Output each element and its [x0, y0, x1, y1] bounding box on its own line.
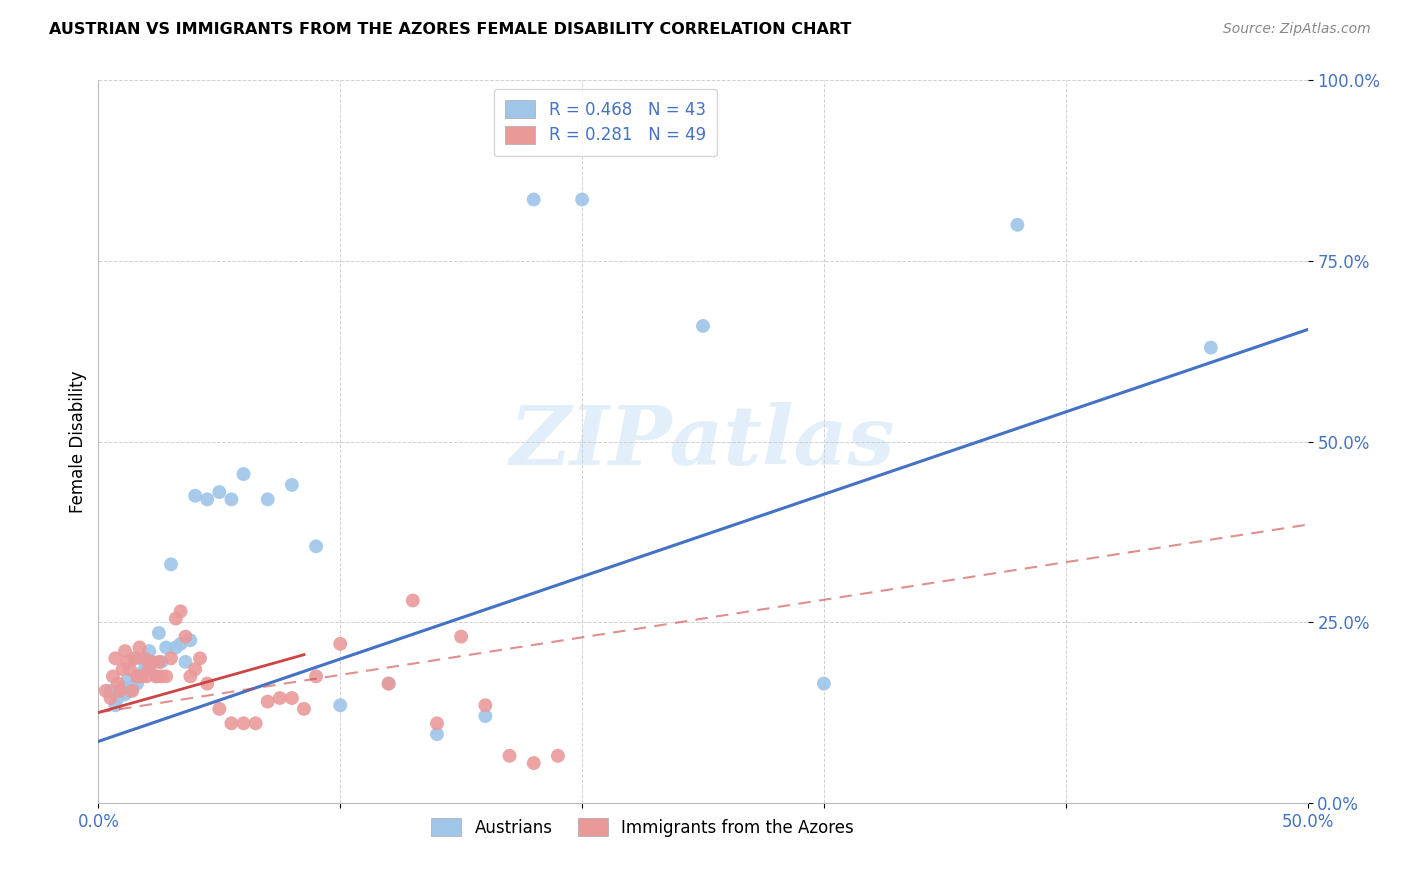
Point	[692, 318, 714, 333]
Point	[121, 683, 143, 698]
Point	[138, 644, 160, 658]
Point	[426, 727, 449, 741]
Point	[124, 651, 146, 665]
Point	[148, 626, 170, 640]
Point	[141, 655, 163, 669]
Point	[245, 716, 267, 731]
Point	[128, 640, 150, 655]
Point	[111, 662, 134, 676]
Point	[281, 478, 304, 492]
Point	[450, 630, 472, 644]
Point	[150, 655, 173, 669]
Point	[131, 669, 153, 683]
Point	[107, 691, 129, 706]
Point	[150, 669, 173, 683]
Point	[377, 676, 399, 690]
Point	[145, 669, 167, 683]
Point	[131, 665, 153, 680]
Point	[148, 655, 170, 669]
Point	[107, 676, 129, 690]
Point	[232, 716, 254, 731]
Point	[269, 691, 291, 706]
Point	[127, 669, 149, 683]
Point	[571, 193, 593, 207]
Point	[474, 709, 496, 723]
Point	[111, 680, 134, 694]
Point	[117, 673, 139, 687]
Point	[174, 655, 197, 669]
Point	[221, 492, 243, 507]
Legend: Austrians, Immigrants from the Azores: Austrians, Immigrants from the Azores	[419, 806, 866, 848]
Point	[100, 683, 122, 698]
Point	[155, 669, 177, 683]
Point	[174, 630, 197, 644]
Point	[184, 489, 207, 503]
Point	[188, 651, 211, 665]
Point	[402, 593, 425, 607]
Point	[145, 669, 167, 683]
Point	[256, 492, 278, 507]
Point	[134, 651, 156, 665]
Point	[329, 698, 352, 713]
Point	[426, 716, 449, 731]
Point	[813, 676, 835, 690]
Point	[169, 637, 191, 651]
Point	[221, 716, 243, 731]
Point	[118, 683, 141, 698]
Point	[498, 748, 520, 763]
Point	[523, 193, 546, 207]
Point	[1007, 218, 1029, 232]
Point	[474, 698, 496, 713]
Point	[329, 637, 352, 651]
Point	[169, 604, 191, 618]
Point	[101, 669, 124, 683]
Point	[195, 676, 218, 690]
Point	[1199, 341, 1222, 355]
Point	[100, 691, 122, 706]
Point	[377, 676, 399, 690]
Point	[155, 640, 177, 655]
Text: AUSTRIAN VS IMMIGRANTS FROM THE AZORES FEMALE DISABILITY CORRELATION CHART: AUSTRIAN VS IMMIGRANTS FROM THE AZORES F…	[49, 22, 852, 37]
Point	[305, 539, 328, 553]
Point	[160, 558, 183, 572]
Point	[208, 702, 231, 716]
Point	[104, 651, 127, 665]
Point	[138, 662, 160, 676]
Point	[104, 698, 127, 713]
Point	[127, 676, 149, 690]
Point	[195, 492, 218, 507]
Point	[135, 662, 157, 676]
Point	[117, 655, 139, 669]
Point	[94, 683, 117, 698]
Text: ZIPatlas: ZIPatlas	[510, 401, 896, 482]
Point	[523, 756, 546, 770]
Point	[135, 669, 157, 683]
Point	[208, 485, 231, 500]
Point	[165, 611, 187, 625]
Point	[124, 651, 146, 665]
Point	[114, 644, 136, 658]
Point	[128, 669, 150, 683]
Point	[121, 680, 143, 694]
Text: Source: ZipAtlas.com: Source: ZipAtlas.com	[1223, 22, 1371, 37]
Point	[118, 662, 141, 676]
Point	[134, 655, 156, 669]
Point	[179, 633, 201, 648]
Point	[305, 669, 328, 683]
Point	[160, 651, 183, 665]
Point	[547, 748, 569, 763]
Point	[256, 695, 278, 709]
Point	[114, 687, 136, 701]
Point	[179, 669, 201, 683]
Y-axis label: Female Disability: Female Disability	[69, 370, 87, 513]
Point	[281, 691, 304, 706]
Point	[108, 683, 131, 698]
Point	[184, 662, 207, 676]
Point	[292, 702, 315, 716]
Point	[165, 640, 187, 655]
Point	[232, 467, 254, 481]
Point	[141, 655, 163, 669]
